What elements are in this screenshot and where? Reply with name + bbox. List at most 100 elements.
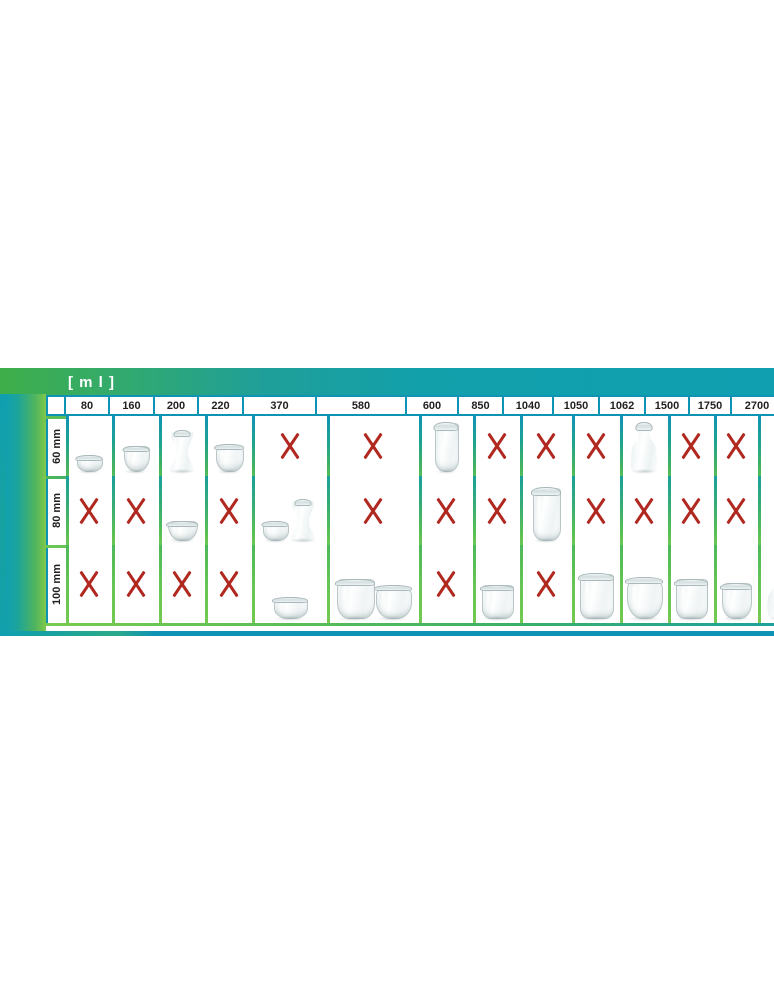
matrix-cell-80mm-600[interactable]: [419, 476, 473, 545]
unavailable-x-icon: [770, 496, 774, 526]
matrix-cell-60mm-160[interactable]: [112, 416, 159, 476]
matrix-cell-100mm-200[interactable]: [159, 545, 205, 623]
unavailable-x-icon: [431, 569, 461, 599]
matrix-cell-100mm-600[interactable]: [419, 545, 473, 623]
matrix-cell-80mm-1500[interactable]: [668, 476, 714, 545]
bottom-rail: [0, 631, 774, 636]
matrix-cell-80mm-220[interactable]: [205, 476, 252, 545]
matrix-cell-80mm-200[interactable]: [159, 476, 205, 545]
matrix-cell-100mm-1050[interactable]: [572, 545, 620, 623]
column-divider: [159, 416, 162, 476]
row-label: 60 mm: [51, 428, 63, 464]
matrix-cell-100mm-370[interactable]: [252, 545, 327, 623]
matrix-cell-100mm-1500[interactable]: [668, 545, 714, 623]
matrix-cell-80mm-370[interactable]: [252, 476, 327, 545]
column-divider: [620, 416, 623, 476]
matrix-cell-100mm-220[interactable]: [205, 545, 252, 623]
glass-jar: [625, 577, 663, 621]
matrix-cell-80mm-850[interactable]: [473, 476, 520, 545]
column-divider: [758, 476, 761, 545]
jar-group: [252, 545, 327, 623]
matrix-cell-100mm-1062[interactable]: [620, 545, 668, 623]
matrix-cell-80mm-2700[interactable]: [758, 476, 774, 545]
matrix-cell-60mm-220[interactable]: [205, 416, 252, 476]
matrix-cell-60mm-200[interactable]: [159, 416, 205, 476]
matrix-cell-60mm-1040[interactable]: [520, 416, 572, 476]
matrix-cell-80mm-1062[interactable]: [620, 476, 668, 545]
jar-group: [159, 476, 205, 545]
column-header-850: 850: [457, 395, 504, 416]
column-divider: [714, 545, 717, 623]
jar-group: [66, 416, 112, 476]
column-divider: [419, 545, 422, 623]
matrix-cell-60mm-1050[interactable]: [572, 416, 620, 476]
glass-jar: [290, 499, 316, 543]
matrix-cell-60mm-2700[interactable]: [758, 416, 774, 476]
matrix-cell-100mm-580[interactable]: [327, 545, 419, 623]
column-header-160: 160: [108, 395, 155, 416]
column-header-600: 600: [405, 395, 459, 416]
matrix-cell-100mm-850[interactable]: [473, 545, 520, 623]
column-header-corner: [46, 395, 66, 416]
matrix-cell-60mm-80[interactable]: [66, 416, 112, 476]
column-header-1040: 1040: [502, 395, 554, 416]
unavailable-x-icon: [581, 496, 611, 526]
matrix-cell-80mm-80[interactable]: [66, 476, 112, 545]
matrix-cell-100mm-160[interactable]: [112, 545, 159, 623]
jar-group: [520, 476, 572, 545]
jar-group: [159, 416, 205, 476]
matrix-cell-60mm-600[interactable]: [419, 416, 473, 476]
matrix-cell-80mm-1750[interactable]: [714, 476, 758, 545]
column-divider: [668, 545, 671, 623]
matrix-cell-60mm-1750[interactable]: [714, 416, 758, 476]
column-divider: [714, 416, 717, 476]
unit-label: [ m l ]: [68, 374, 115, 391]
matrix-cell-100mm-1040[interactable]: [520, 545, 572, 623]
matrix-cell-60mm-1500[interactable]: [668, 416, 714, 476]
unavailable-x-icon: [74, 496, 104, 526]
column-header-row: 80 160 200 220 370 580 600 850 1040 1050 1062 1500 1…: [46, 395, 774, 416]
column-divider: [205, 416, 208, 476]
unavailable-x-icon: [275, 431, 305, 461]
unavailable-x-icon: [676, 496, 706, 526]
glass-jar: [271, 597, 308, 621]
glass-jar: [767, 567, 774, 621]
column-divider: [66, 416, 69, 476]
glass-jar: [433, 422, 459, 474]
column-divider: [473, 416, 476, 476]
column-divider: [714, 476, 717, 545]
glass-jar: [122, 446, 150, 474]
column-divider: [112, 476, 115, 545]
matrix-cell-80mm-1040[interactable]: [520, 476, 572, 545]
glass-jar: [166, 521, 198, 543]
matrix-cell-60mm-370[interactable]: [252, 416, 327, 476]
matrix-cell-100mm-1750[interactable]: [714, 545, 758, 623]
unavailable-x-icon: [581, 431, 611, 461]
glass-jar: [578, 573, 614, 621]
matrix-cell-60mm-580[interactable]: [327, 416, 419, 476]
matrix-cell-60mm-850[interactable]: [473, 416, 520, 476]
column-divider: [620, 476, 623, 545]
glass-jar: [631, 422, 657, 474]
jar-size-matrix: [ m l ] 80 160 200 220 370 580 600 850 1040 1050 1…: [0, 368, 774, 636]
matrix-cell-80mm-580[interactable]: [327, 476, 419, 545]
column-divider: [419, 476, 422, 545]
jar-group: [620, 545, 668, 623]
matrix-cell-100mm-80[interactable]: [66, 545, 112, 623]
column-header-580: 580: [315, 395, 407, 416]
unavailable-x-icon: [431, 496, 461, 526]
matrix-cell-100mm-2700[interactable]: [758, 545, 774, 623]
column-divider: [620, 545, 623, 623]
column-divider: [572, 545, 575, 623]
column-header-370: 370: [242, 395, 317, 416]
jar-group: [205, 416, 252, 476]
matrix-cell-80mm-1050[interactable]: [572, 476, 620, 545]
column-divider: [252, 416, 255, 476]
matrix-cell-80mm-160[interactable]: [112, 476, 159, 545]
matrix-cell-60mm-1062[interactable]: [620, 416, 668, 476]
jar-group: [668, 545, 714, 623]
column-divider: [668, 416, 671, 476]
column-divider: [473, 545, 476, 623]
glass-jar: [373, 585, 412, 621]
unit-banner: [ m l ]: [0, 368, 774, 398]
